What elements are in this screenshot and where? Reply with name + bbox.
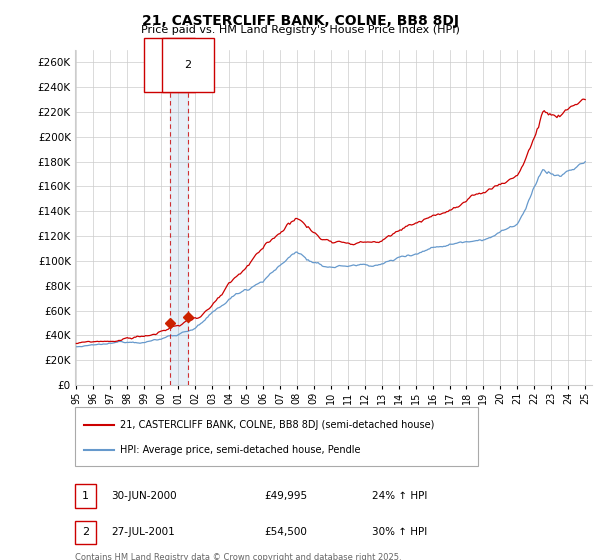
Text: £49,995: £49,995 [264,491,307,501]
Text: 27-JUL-2001: 27-JUL-2001 [111,527,175,537]
Text: 30-JUN-2000: 30-JUN-2000 [111,491,176,501]
Text: 24% ↑ HPI: 24% ↑ HPI [372,491,427,501]
Text: HPI: Average price, semi-detached house, Pendle: HPI: Average price, semi-detached house,… [120,445,361,455]
Text: Contains HM Land Registry data © Crown copyright and database right 2025.
This d: Contains HM Land Registry data © Crown c… [75,553,401,560]
Text: 1: 1 [82,491,89,501]
Text: Price paid vs. HM Land Registry's House Price Index (HPI): Price paid vs. HM Land Registry's House … [140,25,460,35]
Bar [170,50,188,385]
Text: 21, CASTERCLIFF BANK, COLNE, BB8 8DJ: 21, CASTERCLIFF BANK, COLNE, BB8 8DJ [142,14,458,28]
Text: 2: 2 [82,527,89,537]
Text: 30% ↑ HPI: 30% ↑ HPI [372,527,427,537]
Text: 21, CASTERCLIFF BANK, COLNE, BB8 8DJ (semi-detached house): 21, CASTERCLIFF BANK, COLNE, BB8 8DJ (se… [120,420,434,430]
Text: 2: 2 [184,60,191,70]
Text: 1: 1 [166,60,173,70]
Text: £54,500: £54,500 [264,527,307,537]
